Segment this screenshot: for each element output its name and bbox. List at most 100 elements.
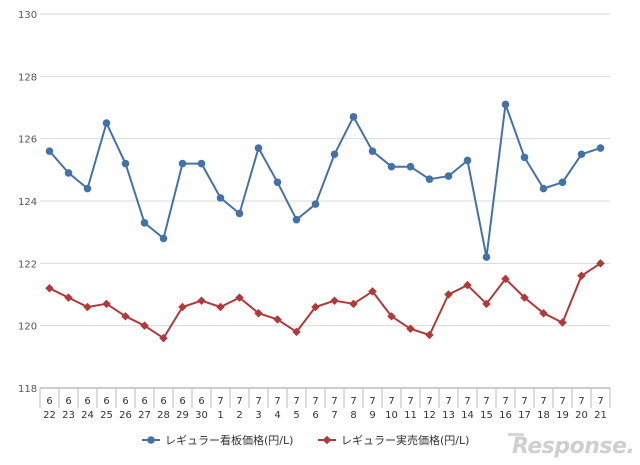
x-tick-month: 7 [255, 396, 261, 407]
data-point-circle [349, 113, 358, 121]
x-tick-month: 6 [160, 396, 166, 407]
x-tick-day: 13 [442, 410, 455, 421]
x-tick-month: 7 [540, 396, 546, 407]
x-tick-day: 10 [385, 410, 398, 421]
x-tick-month: 7 [483, 396, 489, 407]
data-point-circle [406, 162, 415, 171]
data-point-diamond [311, 302, 320, 312]
data-point-diamond [539, 308, 548, 318]
data-point-circle [387, 162, 396, 171]
y-tick-label: 120 [18, 322, 37, 333]
data-point-circle [292, 215, 301, 224]
legend-label-1: レギュラー看板価格(円/L) [165, 433, 293, 447]
x-tick-month: 7 [407, 396, 413, 407]
logo-bar [508, 433, 524, 436]
x-tick-day: 15 [480, 410, 493, 421]
legend-item-series-2[interactable]: レギュラー実売価格(円/L) [318, 433, 469, 447]
x-tick-month: 7 [597, 396, 603, 407]
data-point-circle [330, 150, 339, 159]
x-tick-month: 7 [578, 396, 584, 407]
y-tick-label: 128 [18, 72, 37, 83]
data-point-diamond [520, 293, 529, 302]
x-tick-month: 6 [84, 396, 90, 407]
y-axis-ticks: 118 120 122 124 126 128 130 [18, 10, 37, 395]
x-tick-month: 6 [65, 396, 71, 407]
data-point-circle [197, 159, 206, 168]
x-tick-month: 6 [141, 396, 147, 407]
data-point-circle [45, 147, 54, 155]
x-tick-month: 7 [293, 396, 299, 407]
legend-item-series-1[interactable]: レギュラー看板価格(円/L) [142, 433, 293, 447]
x-tick-day: 21 [594, 410, 607, 421]
data-point-circle [368, 147, 377, 155]
data-point-diamond [501, 274, 510, 284]
x-tick-month: 7 [388, 396, 394, 407]
x-tick-month: 7 [426, 396, 432, 407]
x-tick-month: 6 [179, 396, 185, 407]
x-tick-day: 27 [138, 410, 151, 421]
y-tick-label: 126 [18, 135, 37, 146]
data-point-diamond [482, 299, 491, 309]
legend: レギュラー看板価格(円/L) レギュラー実売価格(円/L) [142, 433, 469, 447]
x-tick-day: 8 [350, 410, 356, 421]
data-point-diamond [235, 293, 244, 302]
x-tick-day: 3 [255, 410, 261, 421]
x-tick-month: 6 [46, 396, 52, 407]
data-point-diamond [45, 284, 54, 293]
data-point-diamond [577, 271, 586, 281]
y-tick-label: 122 [18, 259, 37, 270]
response-logo: Response. [508, 433, 635, 459]
data-point-circle [482, 253, 491, 261]
x-tick-day: 20 [575, 410, 588, 421]
x-tick-month: 7 [331, 396, 337, 407]
x-tick-month: 7 [502, 396, 508, 407]
data-point-diamond [64, 293, 73, 302]
x-tick-day: 22 [43, 410, 56, 421]
x-tick-day: 12 [423, 410, 436, 421]
x-tick-day: 6 [312, 410, 318, 421]
x-tick-month: 7 [217, 396, 223, 407]
data-point-diamond [425, 330, 434, 340]
x-tick-day: 9 [369, 410, 375, 421]
data-point-diamond [387, 312, 396, 321]
x-tick-day: 25 [100, 410, 113, 421]
data-point-circle [216, 194, 225, 202]
legend-label-2: レギュラー実売価格(円/L) [341, 433, 469, 447]
data-point-diamond [596, 259, 605, 268]
x-tick-day: 14 [461, 410, 474, 421]
x-tick-month: 6 [103, 396, 109, 407]
data-point-circle [558, 178, 567, 187]
data-point-diamond [216, 302, 225, 312]
data-point-diamond [178, 302, 187, 312]
data-point-circle [64, 169, 73, 177]
data-point-circle [596, 144, 605, 152]
data-point-diamond [444, 290, 453, 299]
data-point-circle [178, 159, 187, 168]
data-point-circle [520, 153, 529, 162]
data-point-diamond [197, 296, 206, 305]
x-tick-day: 29 [176, 410, 189, 421]
data-point-diamond [102, 299, 111, 309]
data-point-diamond [558, 318, 567, 327]
data-point-diamond [254, 308, 263, 318]
gridlines [40, 13, 610, 389]
data-point-diamond [273, 315, 282, 324]
x-tick-day: 2 [236, 410, 242, 421]
y-tick-label: 124 [18, 197, 37, 208]
x-tick-day: 19 [556, 410, 569, 421]
series-line-2 [49, 262, 602, 340]
data-point-diamond [406, 324, 415, 334]
x-tick-day: 11 [404, 410, 417, 421]
x-tick-day: 28 [157, 410, 170, 421]
x-tick-day: 30 [195, 410, 208, 421]
data-point-diamond [463, 280, 472, 290]
y-tick-label: 118 [18, 384, 37, 395]
x-tick-day: 18 [537, 410, 550, 421]
x-tick-month: 7 [236, 396, 242, 407]
data-point-circle [273, 178, 282, 187]
data-point-circle [539, 184, 548, 193]
data-point-circle [501, 100, 510, 109]
data-point-diamond [159, 333, 168, 343]
data-point-diamond [292, 327, 301, 337]
x-tick-month: 7 [464, 396, 470, 407]
